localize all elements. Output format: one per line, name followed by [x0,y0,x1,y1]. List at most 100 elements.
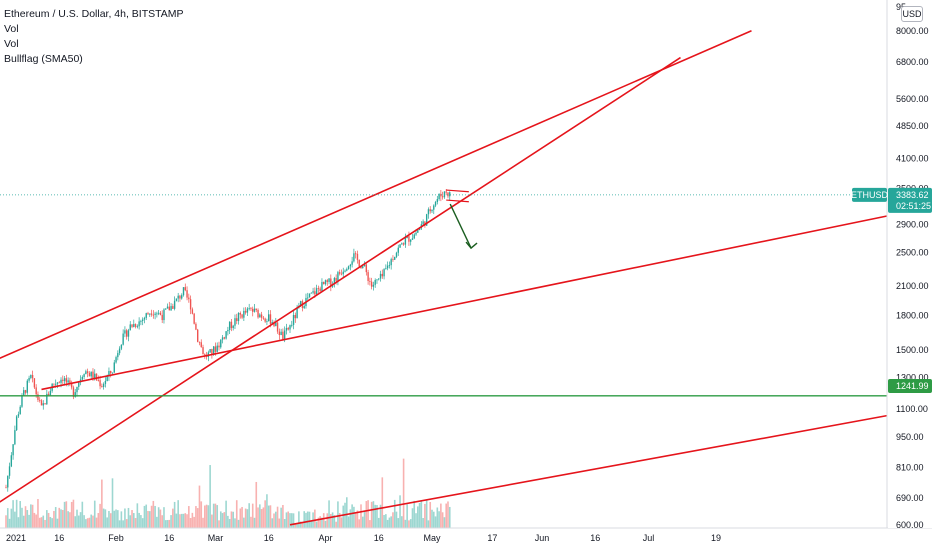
candle-body [372,284,375,287]
candle-body [362,266,364,269]
candle-body [35,387,37,395]
volume-bar [191,512,194,528]
chart-legend: Ethereum / U.S. Dollar, 4h, BITSTAMP Vol… [4,7,184,67]
candle-body [118,348,121,354]
candle-body [388,265,391,266]
volume-bar [257,507,259,528]
candle-body [397,247,399,253]
volume-bar [120,511,123,528]
currency-button[interactable]: USD [901,6,923,22]
volume-bar [141,518,144,528]
volume-bar [133,513,135,528]
candle-body [177,295,179,299]
volume-bar [420,500,423,528]
candle-body [276,322,279,332]
price-tick-label: 1300.00 [896,372,929,382]
candle-body [186,290,188,298]
volume-bar [429,502,432,528]
candle-body [321,282,323,292]
candle-body [445,191,447,193]
candle-body [379,273,382,279]
volume-bar [54,507,57,528]
candle-body [328,278,330,282]
volume-bar [305,512,307,528]
volume-bar [363,510,366,528]
volume-bar [99,503,101,528]
candle-body [214,346,217,352]
candle-body [42,403,44,406]
volume-bar [65,501,68,528]
indicator-bullflag[interactable]: Bullflag (SMA50) [4,53,83,65]
candle-body [236,318,238,322]
candle-body [228,321,231,331]
candle-body [285,327,288,331]
candle-body [266,321,268,322]
candle-body [431,209,433,212]
price-axis[interactable]: 8000.006800.005600.004850.004100.003500.… [888,0,932,530]
candle-body [115,357,117,363]
candle-body [172,306,174,309]
candle-body [182,287,185,296]
candle-body [259,314,261,318]
price-tick-label: 2100.00 [896,281,929,291]
volume-bar [338,513,341,528]
candle-body [21,395,23,407]
candle-body [149,313,151,315]
volume-bar [182,513,185,528]
time-tick-label: Mar [208,533,224,543]
volume-bar [422,518,424,528]
candle-body [232,325,234,329]
volume-bar [353,506,355,528]
time-tick-label: Jul [643,533,655,543]
candle-body [317,288,320,290]
candle-body [230,321,233,329]
candle-body [342,271,344,275]
volume-bar [402,458,405,528]
volume-bar [374,504,376,528]
volume-bars [5,458,451,528]
time-axis[interactable]: 2021 16 Feb 16 Mar 16 Apr 16 May 17 Jun 16 Jul 19 [6,533,721,543]
volume-bar [372,501,375,528]
candle-body [81,376,84,380]
volume-bar [168,519,171,528]
volume-bar [369,520,371,528]
volume-bar [170,515,172,528]
candle-body [307,297,309,299]
candle-body [220,339,222,348]
volume-bar [198,485,201,528]
candle-body [157,312,160,314]
candle-body [56,382,59,384]
symbol-title[interactable]: Ethereum / U.S. Dollar, 4h, BITSTAMP [4,8,184,20]
candle-body [443,191,446,198]
volume-bar [134,518,137,528]
volume-bar [136,503,139,528]
time-tick-label: 2021 [6,533,26,543]
volume-bar [376,505,378,528]
volume-bar [38,517,41,528]
volume-bar [250,516,252,528]
candle-body [159,312,162,315]
volume-bar [408,520,410,528]
candle-body [433,205,435,210]
candle-body [415,232,417,235]
volume-bar [83,515,85,528]
volume-bar [159,509,162,528]
candle-body [255,308,257,310]
candle-body [156,313,158,315]
candle-body [122,333,124,345]
indicator-volume-2[interactable]: Vol [4,38,19,50]
volume-bar [324,520,327,528]
volume-bar [289,513,291,528]
candle-body [83,374,85,377]
volume-bar [8,518,11,528]
flag-bottom-line [446,199,469,203]
volume-bar [31,504,34,528]
candle-body [150,313,153,315]
candle-body [40,400,43,406]
indicator-volume-1[interactable]: Vol [4,23,19,35]
volume-bar [351,504,353,528]
volume-bar [164,520,167,528]
candle-body [184,287,186,291]
volume-bar [425,499,428,528]
